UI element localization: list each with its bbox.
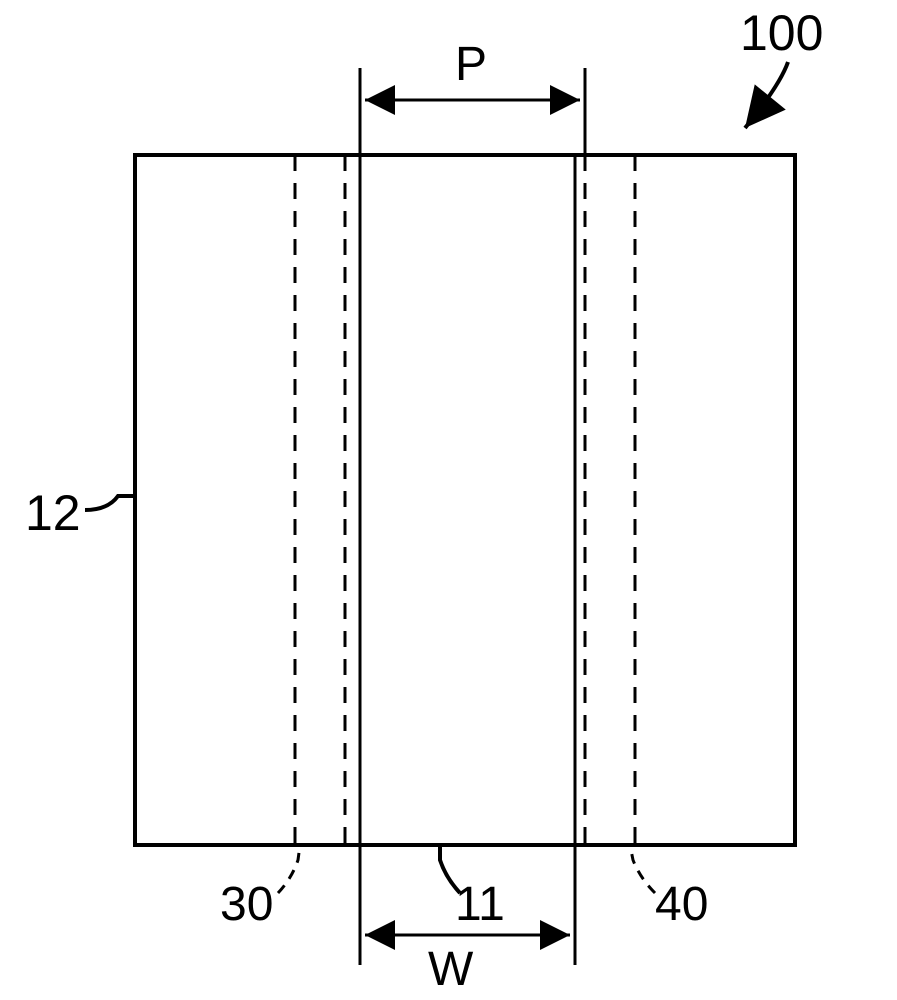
dim-p-label: P: [455, 38, 487, 91]
ref-12-lead: [85, 496, 135, 510]
ref-12-label: 12: [25, 485, 81, 541]
dim-w-label: W: [428, 943, 474, 996]
ref-100-label: 100: [740, 5, 823, 61]
ref-100-arrow: [745, 62, 788, 128]
diagram-svg: P W 100 12 30 11 40: [0, 0, 897, 1000]
technical-diagram: P W 100 12 30 11 40: [0, 0, 897, 1000]
ref-30-label: 30: [220, 878, 273, 931]
ref-11-label: 11: [455, 878, 505, 931]
outer-rectangle: [135, 155, 795, 845]
ref-40-label: 40: [655, 878, 708, 931]
ref-30-lead: [278, 845, 300, 893]
ref-40-lead: [630, 845, 655, 893]
